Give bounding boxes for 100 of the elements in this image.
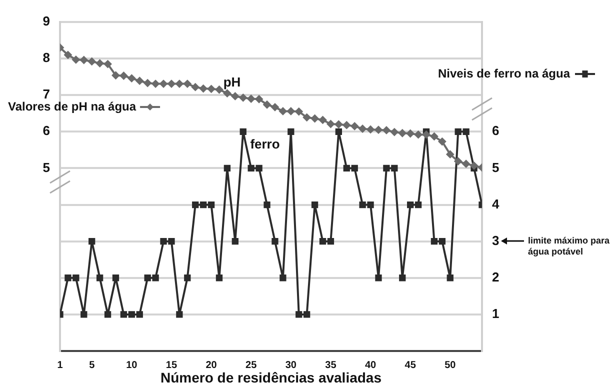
point	[112, 274, 120, 282]
point	[199, 84, 208, 93]
x-tick-label: 25	[246, 360, 258, 371]
point	[144, 79, 152, 88]
y2-tick-label: 6	[492, 123, 500, 138]
point	[184, 274, 191, 282]
point	[391, 164, 398, 172]
x-tick-label: 20	[206, 360, 218, 371]
point	[367, 201, 374, 208]
point	[390, 128, 398, 136]
point	[104, 311, 112, 318]
point	[406, 129, 414, 138]
y-tick-label: 5	[42, 160, 50, 175]
point	[414, 201, 422, 208]
point	[327, 238, 334, 245]
x-tick-label: 45	[404, 360, 416, 371]
point	[248, 164, 254, 172]
point	[294, 108, 303, 116]
point	[64, 50, 72, 59]
point	[191, 83, 200, 92]
point	[462, 160, 470, 168]
point	[446, 150, 454, 158]
point	[96, 59, 104, 68]
point	[192, 201, 199, 208]
x-axis-title: Número de residências avaliadas	[160, 369, 382, 386]
point	[104, 60, 112, 68]
annotation: ferro	[250, 136, 280, 152]
y2-tick-label: 5	[492, 160, 500, 175]
point	[207, 84, 216, 93]
point	[152, 274, 159, 282]
point	[318, 116, 327, 124]
point	[430, 132, 438, 140]
point	[136, 311, 143, 318]
point	[152, 80, 160, 88]
point	[120, 72, 128, 80]
point	[120, 311, 128, 318]
point	[88, 238, 96, 245]
y-tick-label: 7	[42, 86, 50, 102]
point	[296, 311, 302, 318]
point	[112, 71, 120, 80]
text: limite máximo para água potável	[528, 235, 611, 256]
y2-tick-label: 3	[492, 232, 500, 248]
point	[350, 122, 359, 130]
point	[208, 201, 215, 208]
point	[144, 274, 151, 282]
point	[175, 80, 184, 88]
point	[224, 164, 231, 172]
point	[88, 57, 96, 66]
point	[375, 274, 382, 282]
point	[351, 164, 358, 172]
x-tick-label: 50	[444, 360, 456, 371]
legend-label: Valores de pH na água	[8, 99, 136, 114]
point	[343, 164, 350, 172]
y2-tick-label: 1	[492, 306, 500, 322]
point	[398, 129, 406, 138]
point	[168, 238, 175, 245]
point	[96, 274, 104, 282]
point	[414, 130, 422, 139]
point	[176, 311, 183, 318]
y-tick-label: 8	[42, 50, 50, 66]
y2-tick-label: 2	[492, 269, 500, 284]
point	[422, 130, 430, 139]
point	[311, 201, 318, 208]
point	[263, 100, 272, 109]
point	[399, 274, 406, 282]
point	[264, 201, 270, 208]
point	[183, 80, 192, 88]
point	[216, 274, 223, 282]
point	[359, 201, 366, 208]
point	[167, 80, 176, 88]
point	[239, 94, 248, 102]
point	[462, 128, 470, 135]
x-tick-label: 10	[126, 360, 138, 371]
point	[72, 56, 80, 64]
point	[302, 113, 311, 122]
point	[270, 103, 279, 112]
point	[160, 80, 168, 88]
y-tick-label: 9	[42, 14, 50, 29]
x-tick-label: 1	[57, 360, 64, 371]
point	[342, 121, 351, 130]
point	[446, 274, 454, 282]
y-tick-label: 6	[42, 123, 50, 138]
point	[247, 94, 256, 103]
x-tick-label: 30	[285, 360, 297, 371]
point	[288, 128, 294, 135]
point	[358, 124, 367, 133]
point	[438, 138, 446, 146]
point	[438, 238, 446, 245]
point	[366, 125, 375, 134]
point	[319, 238, 326, 245]
point	[128, 311, 135, 318]
y2-tick-label: 4	[492, 196, 500, 212]
point	[326, 120, 335, 128]
point	[232, 238, 238, 245]
point	[454, 128, 462, 135]
point	[383, 164, 390, 172]
x-tick-label: 35	[325, 360, 337, 371]
point	[215, 86, 224, 94]
point	[64, 274, 72, 282]
point	[334, 120, 343, 128]
